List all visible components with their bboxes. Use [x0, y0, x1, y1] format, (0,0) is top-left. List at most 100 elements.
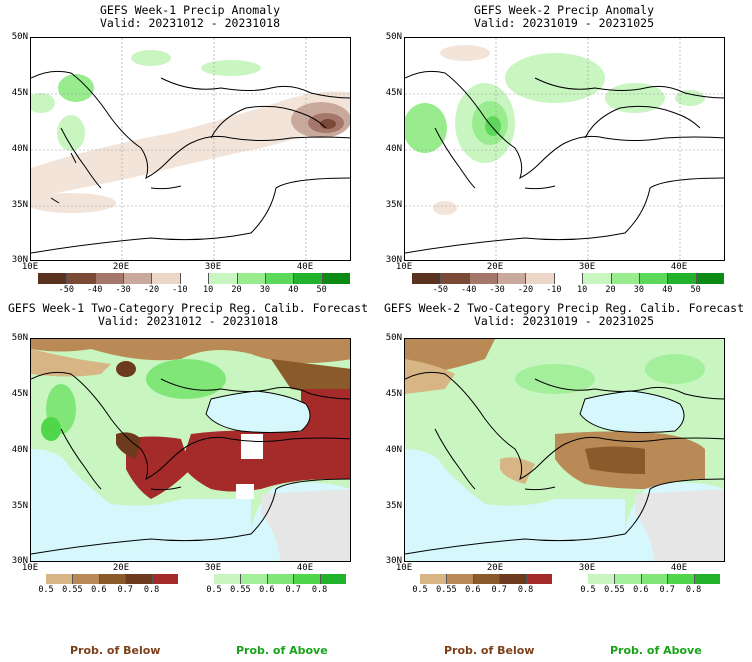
- colorbar-tick-label: 0.6: [633, 585, 649, 595]
- prob-above-swatch: [293, 574, 320, 584]
- colorbar-tick-label: 0.8: [143, 585, 160, 595]
- anomaly-color-swatch: [582, 273, 611, 284]
- lon-label: 30E: [204, 262, 222, 272]
- colorbar-tick-label: 0.8: [517, 585, 534, 595]
- colorbar-tick-label: 0.8: [685, 585, 702, 595]
- prob-below-swatch: [46, 574, 73, 584]
- lat-label: 45N: [11, 88, 28, 98]
- lat-label: 45N: [11, 389, 28, 399]
- colorbar-tick-label: 0.7: [659, 585, 675, 595]
- anomaly-color-swatch: [208, 273, 237, 284]
- colorbar-tick-label: -20: [517, 285, 534, 295]
- colorbar-tick-label: 0.6: [91, 585, 107, 595]
- anomaly-color-swatch: [667, 273, 696, 284]
- anomaly-color-swatch: [293, 273, 322, 284]
- map-week1-anomaly: [30, 37, 351, 261]
- anomaly-color-swatch: [440, 273, 469, 284]
- colorbar-tick-label: 0.6: [465, 585, 481, 595]
- colorbar-tick-label: 0.7: [117, 585, 133, 595]
- prob-above-caption: Prob. of Above: [610, 644, 702, 657]
- prob-below-swatch: [72, 574, 99, 584]
- lat-label: 35N: [385, 501, 402, 511]
- lat-label: 30N: [11, 556, 28, 566]
- colorbar-tick-label: 0.5: [580, 585, 596, 595]
- lat-label: 45N: [385, 88, 402, 98]
- prob-above-swatch: [693, 574, 720, 584]
- lon-label: 40E: [296, 262, 314, 272]
- colorbar-tick-label: 10: [203, 285, 214, 295]
- anomaly-color-swatch: [638, 273, 668, 284]
- colorbar-tick-label: 0.8: [311, 585, 328, 595]
- lat-label: 50N: [385, 333, 402, 343]
- lon-label: 40E: [670, 563, 688, 573]
- anomaly-colorbar-2: [412, 273, 724, 284]
- lon-label: 10E: [21, 262, 39, 272]
- lon-label: 20E: [112, 563, 130, 573]
- anomaly-color-swatch: [497, 273, 526, 284]
- colorbar-tick-label: 30: [633, 285, 645, 295]
- anomaly-color-swatch: [66, 273, 95, 284]
- prob-above-swatch: [588, 574, 615, 584]
- prob-below-swatch: [499, 574, 526, 584]
- lon-label: 40E: [670, 262, 688, 272]
- colorbar-tick-label: 0.5: [38, 585, 54, 595]
- colorbar-tick-label: 0.5: [206, 585, 222, 595]
- lat-label: 35N: [11, 501, 28, 511]
- colorbar-tick-label: 40: [288, 285, 299, 295]
- lat-label: 45N: [385, 389, 402, 399]
- anomaly-colorbar-1: [38, 273, 350, 284]
- colorbar-tick-label: 0.5: [412, 585, 428, 595]
- lat-label: 50N: [11, 333, 28, 343]
- colorbar-tick-label: 40: [662, 285, 673, 295]
- panel4-title: GEFS Week-2 Two-Category Precip Reg. Cal…: [383, 301, 745, 328]
- colorbar-tick-label: 10: [577, 285, 588, 295]
- lat-label: 30N: [385, 255, 402, 265]
- lon-label: 10E: [395, 563, 413, 573]
- anomaly-color-swatch: [94, 273, 124, 284]
- map-week2-probability: [404, 338, 725, 562]
- anomaly-color-swatch: [151, 273, 180, 284]
- colorbar-tick-label: 0.7: [491, 585, 507, 595]
- prob-above-colorbar-2: [588, 574, 720, 584]
- colorbar-tick-label: 0.7: [285, 585, 301, 595]
- lon-label: 30E: [578, 563, 596, 573]
- anomaly-color-swatch: [553, 273, 583, 284]
- anomaly-color-swatch: [412, 273, 441, 284]
- prob-below-colorbar-2: [420, 574, 552, 584]
- map-week1-probability: [30, 338, 351, 562]
- colorbar-tick-label: 30: [259, 285, 271, 295]
- lon-label: 20E: [486, 262, 504, 272]
- anomaly-color-swatch: [123, 273, 152, 284]
- panel1-title: GEFS Week-1 Precip Anomaly Valid: 2023101…: [99, 3, 280, 30]
- lon-label: 20E: [486, 563, 504, 573]
- colorbar-tick-label: 50: [316, 285, 327, 295]
- prob-below-swatch: [420, 574, 447, 584]
- lon-label: 30E: [578, 262, 596, 272]
- anomaly-color-swatch: [468, 273, 498, 284]
- colorbar-tick-label: 0.55: [604, 585, 625, 595]
- anomaly-color-swatch: [38, 273, 67, 284]
- colorbar-tick-label: -30: [115, 285, 131, 295]
- anomaly-color-swatch: [695, 273, 724, 284]
- colorbar-tick-label: -20: [143, 285, 160, 295]
- colorbar-tick-label: -30: [489, 285, 505, 295]
- lat-label: 40N: [385, 445, 402, 455]
- colorbar-tick-label: 20: [231, 285, 242, 295]
- prob-above-colorbar-1: [214, 574, 346, 584]
- colorbar-tick-label: -50: [432, 285, 449, 295]
- colorbar-tick-label: -50: [58, 285, 75, 295]
- prob-below-caption: Prob. of Below: [444, 644, 535, 657]
- prob-below-swatch: [98, 574, 126, 584]
- anomaly-color-swatch: [525, 273, 554, 284]
- lat-label: 30N: [11, 255, 28, 265]
- lat-label: 40N: [385, 144, 402, 154]
- lat-label: 40N: [11, 445, 28, 455]
- prob-above-swatch: [240, 574, 267, 584]
- lat-label: 50N: [11, 32, 28, 42]
- lon-label: 40E: [296, 563, 314, 573]
- anomaly-color-swatch: [236, 273, 265, 284]
- anomaly-color-swatch: [179, 273, 209, 284]
- prob-below-swatch: [446, 574, 473, 584]
- prob-below-swatch: [151, 574, 178, 584]
- prob-above-swatch: [214, 574, 241, 584]
